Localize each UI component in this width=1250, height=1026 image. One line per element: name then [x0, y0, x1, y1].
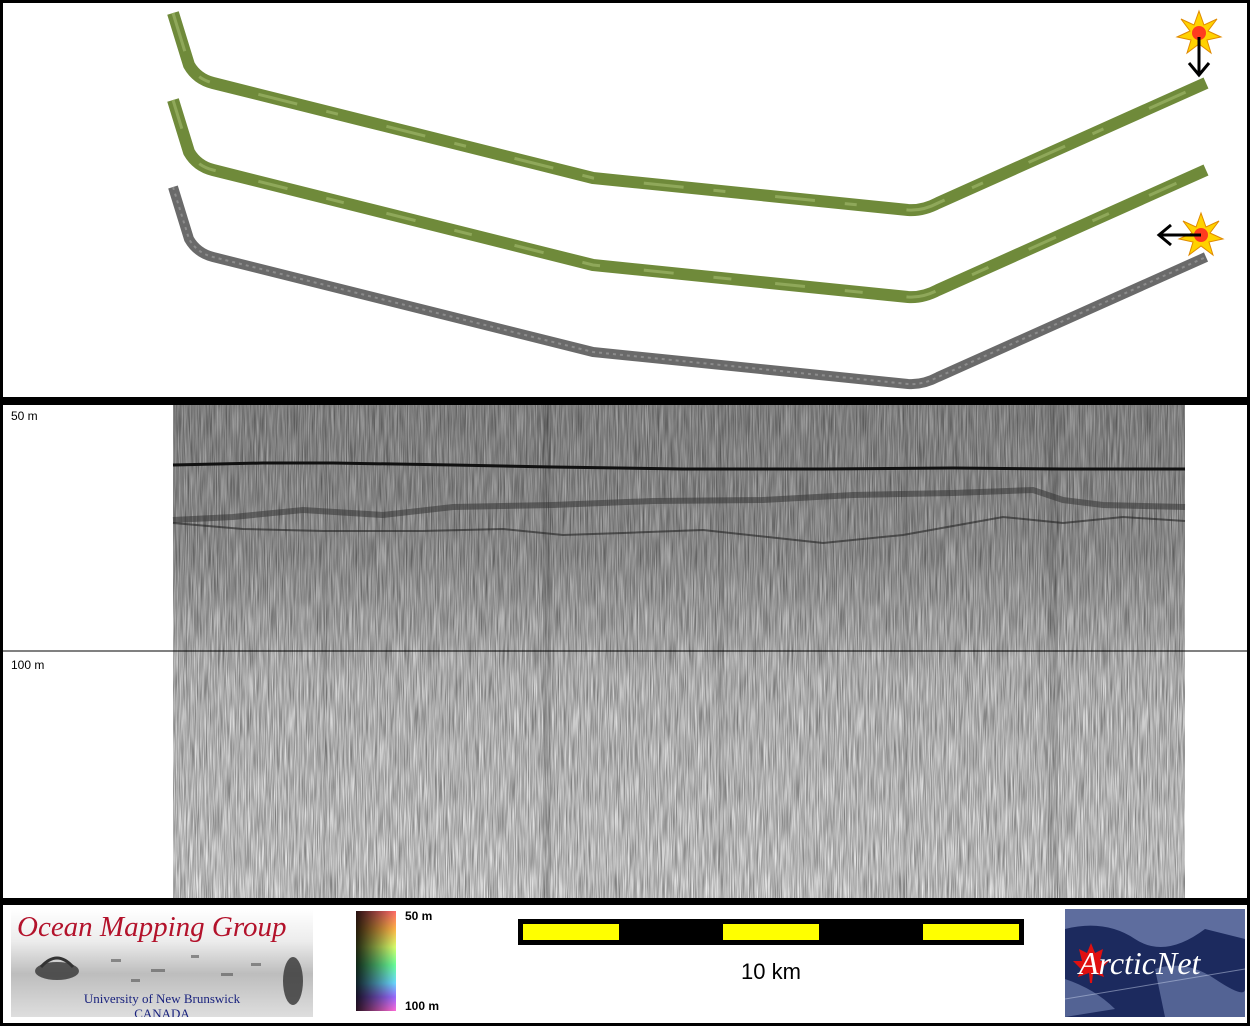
ogm-country: CANADA	[134, 1006, 190, 1017]
arrow-left-icon	[1156, 223, 1201, 247]
maple-leaf-icon	[1073, 943, 1109, 983]
subsurface-layer-deep	[172, 515, 1186, 545]
subbottom-profile-panel: 50 m 100 m	[3, 405, 1247, 898]
arrow-down-icon	[1187, 37, 1211, 78]
scale-bar	[518, 919, 1024, 945]
swath-track-3-texture	[172, 186, 1207, 386]
swath-track-1-shade	[171, 12, 1207, 212]
scale-bar-segment	[723, 924, 819, 940]
depth-colorbar	[356, 911, 396, 1011]
scale-bar-segment	[923, 924, 1019, 940]
seabed-reflector	[172, 461, 1185, 471]
colorbar-bottom-label: 100 m	[405, 999, 440, 1013]
ogm-title: Ocean Mapping Group	[17, 911, 287, 943]
depth-label-mid: 100 m	[11, 658, 45, 672]
colorbar-top-label: 50 m	[405, 909, 433, 923]
arcticnet-map-graphic	[1065, 909, 1245, 1017]
scale-label: 10 km	[741, 959, 801, 984]
arcticnet-text: ArcticNet	[1079, 945, 1201, 981]
swath-tracks	[167, 9, 1225, 390]
ogm-logo-graphic	[35, 955, 303, 1005]
arcticnet-logo: ArcticNet	[1065, 909, 1245, 1017]
scale-bar-segment	[523, 924, 619, 940]
ocean-mapping-group-logo: Ocean Mapping Group University of New Br…	[11, 909, 313, 1017]
swath-track-2-shade	[171, 99, 1207, 299]
swath-view-panel	[3, 3, 1247, 397]
depth-label-top: 50 m	[11, 409, 38, 423]
profile-image	[3, 405, 1247, 898]
ogm-university: University of New Brunswick	[83, 991, 241, 1006]
subsurface-layer	[172, 486, 1186, 523]
footer-panel: Ocean Mapping Group University of New Br…	[3, 905, 1247, 1023]
